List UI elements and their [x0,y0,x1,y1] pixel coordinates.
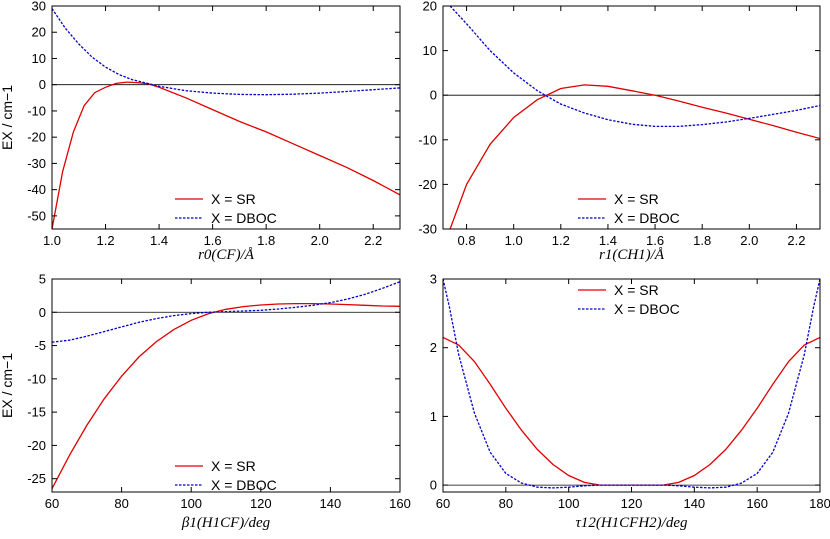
chart-panel-3: 60 80 100 120 140 160 5 0 -5 -10 -15 -20 -25 β1(H1CF)… [0,272,411,532]
x-tick-label: 2.0 [311,233,329,248]
y-tick-label: 1 [430,409,437,424]
x-tick-label: 1.8 [693,233,711,248]
x-tick-label: 0.8 [458,233,476,248]
y-tick-label: 0 [39,305,46,320]
legend-label-dboc: X = DBOC [614,210,680,226]
y-tick-label: -5 [34,338,46,353]
series-line-sr [449,84,820,229]
series-line-dboc [449,6,820,128]
x-tick-label: 2.2 [787,233,805,248]
y-tick-label: 10 [423,43,437,58]
y-tick-label: 10 [32,51,46,66]
plot-frame [51,278,401,493]
y-tick-label: -30 [418,222,437,237]
legend-label-sr: X = SR [614,191,659,207]
x-tick-label: 140 [320,496,342,511]
x-tick-label: 100 [558,496,580,511]
y-tick-label: -30 [27,156,46,171]
x-tick-label: 100 [180,496,202,511]
y-tick-label: -50 [27,208,46,223]
y-tick-label: 3 [430,272,437,287]
x-tick-label: 1.6 [204,233,222,248]
x-tick-label: 120 [250,496,272,511]
series-line-sr [52,302,400,490]
y-tick-label: -20 [27,438,46,453]
plot-frame [442,5,821,230]
series-line-dboc [52,281,400,343]
series-line-dboc [52,8,400,96]
x-tick-label: 120 [621,496,643,511]
x-tick-label: 60 [45,496,59,511]
plot-frame [51,5,401,230]
y-tick-label: 20 [32,25,46,40]
y-tick-label: -25 [27,471,46,486]
x-tick-label: 1.2 [96,233,114,248]
y-tick-label: 5 [39,272,46,287]
y-tick-label: 20 [423,0,437,14]
series-line-sr [443,336,820,486]
x-tick-label: 60 [436,496,450,511]
y-tick-label: -40 [27,182,46,197]
chart-panel-1: 1.0 1.2 1.4 1.6 1.8 2.0 2.2 30 20 10 0 -10 -20 -30 -40… [0,0,401,263]
y-tick-label: 30 [32,0,46,14]
y-tick-label: -10 [27,371,46,386]
y-tick-label: -20 [418,177,437,192]
legend-label-dboc: X = DBOC [211,477,277,493]
x-tick-label: 180 [809,496,830,511]
y-tick-label: -15 [27,405,46,420]
x-tick-label: 160 [746,496,768,511]
x-tick-label: 1.6 [646,233,664,248]
x-axis-label: r0(CF)/Å [198,247,255,263]
y-axis-label: EX / cm−1 [0,85,15,150]
series-line-dboc [443,279,820,489]
x-axis-label: β1(H1CF)/deg [181,515,271,531]
x-tick-label: 1.4 [599,233,617,248]
x-tick-label: 1.8 [257,233,275,248]
x-axis-label: τ12(H1CFH2)/deg [575,515,688,531]
y-axis-label: EX / cm−1 [0,353,15,418]
series-line-sr [52,81,400,229]
x-tick-label: 2.0 [740,233,758,248]
x-tick-label: 1.0 [43,233,61,248]
y-tick-label: -10 [27,103,46,118]
y-tick-label: 0 [430,88,437,103]
x-tick-label: 80 [114,496,128,511]
y-tick-label: -20 [27,130,46,145]
legend-label-sr: X = SR [211,458,256,474]
x-tick-label: 80 [499,496,513,511]
legend-label-dboc: X = DBOC [211,210,277,226]
chart-panel-4: 60 80 100 120 140 160 180 3 2 1 0 τ12(H1CFH2)/deg X … [430,272,830,532]
x-tick-label: 140 [683,496,705,511]
x-tick-label: 1.2 [552,233,570,248]
x-axis-label: r1(CH1)/Å [599,247,665,263]
x-tick-label: 1.4 [150,233,168,248]
y-tick-label: 0 [39,77,46,92]
chart-panel-2: 0.8 1.0 1.2 1.4 1.6 1.8 2.0 2.2 20 10 0 -10 -20 -30 r1… [418,0,821,263]
x-tick-label: 160 [389,496,411,511]
x-tick-label: 1.0 [505,233,523,248]
x-tick-label: 2.2 [364,233,382,248]
legend-label-dboc: X = DBOC [614,301,680,317]
legend-label-sr: X = SR [614,282,659,298]
y-tick-label: 2 [430,340,437,355]
legend-label-sr: X = SR [211,191,256,207]
y-tick-label: -10 [418,132,437,147]
y-tick-label: 0 [430,478,437,493]
